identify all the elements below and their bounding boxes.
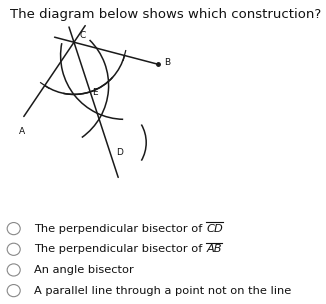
Text: CD: CD	[206, 224, 223, 233]
Text: AB: AB	[206, 244, 222, 254]
Text: B: B	[164, 58, 170, 67]
Text: E: E	[92, 88, 98, 97]
Text: The diagram below shows which construction?: The diagram below shows which constructi…	[10, 8, 321, 21]
Text: The perpendicular bisector of: The perpendicular bisector of	[34, 244, 206, 254]
Text: C: C	[80, 31, 86, 40]
Text: An angle bisector: An angle bisector	[34, 265, 134, 275]
Text: A: A	[19, 126, 25, 136]
Text: D: D	[116, 148, 123, 157]
Text: A parallel line through a point not on the line: A parallel line through a point not on t…	[34, 286, 291, 295]
Text: The perpendicular bisector of: The perpendicular bisector of	[34, 224, 206, 233]
